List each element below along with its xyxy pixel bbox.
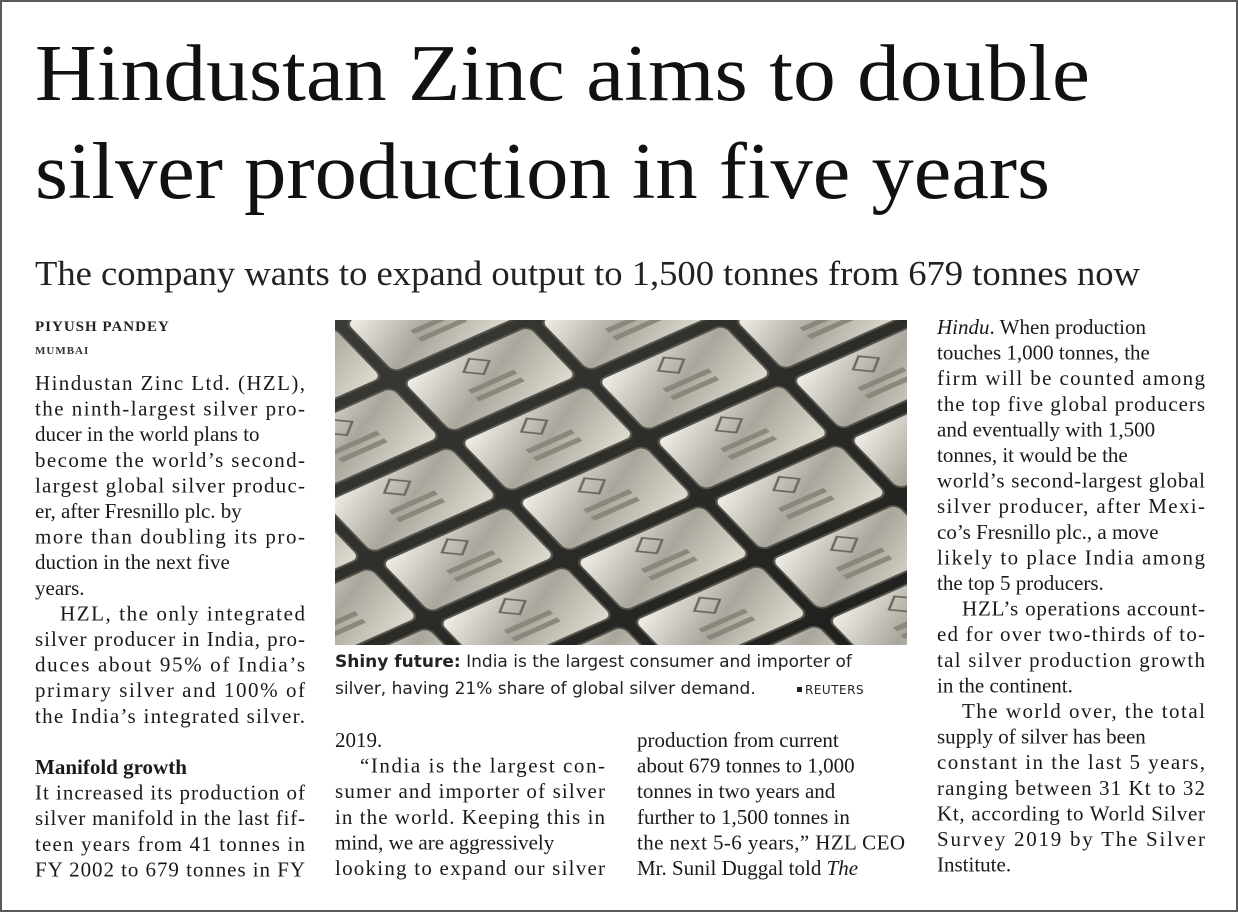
- body-line: more than doubling its pro-: [35, 525, 305, 549]
- body-line: HZL, the only integrated: [60, 601, 306, 625]
- body-line: er, after Fresnillo plc. by: [35, 499, 242, 523]
- text-run: The: [827, 856, 859, 880]
- body-line: tonnes, it would be the: [937, 443, 1128, 467]
- body-line: silver producer, after Mexi-: [937, 494, 1205, 518]
- body-line: looking to expand our silver: [335, 856, 605, 880]
- body-line: teen years from 41 tonnes in: [35, 832, 306, 856]
- body-line: “India is the largest con-: [360, 754, 605, 778]
- headline: Hindustan Zinc aims to double: [35, 30, 1090, 118]
- body-line: the top 5 producers.: [937, 571, 1104, 595]
- body-line: The world over, the total: [962, 699, 1205, 723]
- body-line: and eventually with 1,500: [937, 417, 1155, 441]
- text-run: . When production: [990, 315, 1147, 339]
- body-line: tonnes in two years and: [637, 779, 836, 803]
- body-line: years.: [35, 576, 85, 600]
- body-line: silver manifold in the last fif-: [35, 806, 305, 830]
- body-line: tal silver production growth: [937, 648, 1206, 672]
- body-line: likely to place India among: [937, 545, 1206, 569]
- text-run: Mr. Sunil Duggal told: [637, 856, 827, 880]
- caption: silver, having 21% share of global silve…: [335, 679, 756, 699]
- body-line: Kt, according to World Silver: [937, 801, 1205, 825]
- photo: [335, 320, 907, 645]
- subheading: Manifold growth: [35, 755, 187, 779]
- caption-label: Shiny future:: [335, 652, 461, 672]
- body-line: production from current: [637, 728, 839, 752]
- body-line: the ninth-largest silver pro-: [35, 397, 305, 421]
- body-line: sumer and importer of silver: [335, 779, 605, 803]
- credit-mark: [797, 687, 802, 692]
- body-line: Survey 2019 by The Silver: [937, 827, 1205, 851]
- body-line: about 679 tonnes to 1,000: [637, 754, 855, 778]
- caption-text: silver, having 21% share of global silve…: [335, 679, 756, 699]
- body-line: silver producer in India, pro-: [35, 627, 305, 651]
- body-line: primary silver and 100% of: [35, 678, 305, 702]
- caption-text: India is the largest consumer and import…: [466, 652, 853, 672]
- body-line: mind, we are aggressively: [335, 830, 555, 854]
- body-line: co’s Fresnillo plc., a move: [937, 520, 1159, 544]
- caption-credit: REUTERS: [805, 683, 864, 697]
- body-line: the next 5-6 years,” HZL CEO: [637, 830, 905, 854]
- body-line: touches 1,000 tonnes, the: [937, 341, 1150, 365]
- caption: Shiny future: India is the largest consu…: [335, 652, 853, 672]
- body-line: the top five global producers: [937, 392, 1205, 416]
- body-line: 2019.: [335, 728, 382, 752]
- body-line: HZL’s operations account-: [962, 597, 1205, 621]
- body-line: become the world’s second-: [35, 448, 305, 472]
- body-line: world’s second-largest global: [937, 469, 1205, 493]
- body-line: ducer in the world plans to: [35, 422, 260, 446]
- body-line: ranging between 31 Kt to 32: [937, 776, 1205, 800]
- dateline: MUMBAI: [35, 345, 89, 357]
- body-line: further to 1,500 tonnes in: [637, 805, 850, 829]
- body-line: ed for over two-thirds of to-: [937, 622, 1205, 646]
- body-line: the India’s integrated silver.: [35, 704, 305, 728]
- body-line: duces about 95% of India’s: [35, 653, 305, 677]
- body-line: Hindustan Zinc Ltd. (HZL),: [35, 371, 305, 395]
- body-line: Hindu. When production: [936, 315, 1146, 339]
- body-line: in the continent.: [937, 673, 1073, 697]
- body-line: constant in the last 5 years,: [937, 750, 1205, 774]
- body-line: in the world. Keeping this in: [335, 805, 606, 829]
- byline: PIYUSH PANDEY: [35, 319, 170, 335]
- body-line: firm will be counted among: [937, 366, 1206, 390]
- body-line: Institute.: [937, 853, 1011, 877]
- subheadline: The company wants to expand output to 1,…: [35, 254, 1141, 293]
- body-line: FY 2002 to 679 tonnes in FY: [35, 857, 305, 881]
- body-line: largest global silver produc-: [35, 473, 305, 497]
- text-run: Hindu: [936, 315, 990, 339]
- body-line: duction in the next five: [35, 550, 230, 574]
- body-line: It increased its production of: [35, 781, 305, 805]
- body-line: supply of silver has been: [937, 725, 1146, 749]
- headline: silver production in five years: [35, 128, 1050, 216]
- body-line: Mr. Sunil Duggal told The: [637, 856, 858, 880]
